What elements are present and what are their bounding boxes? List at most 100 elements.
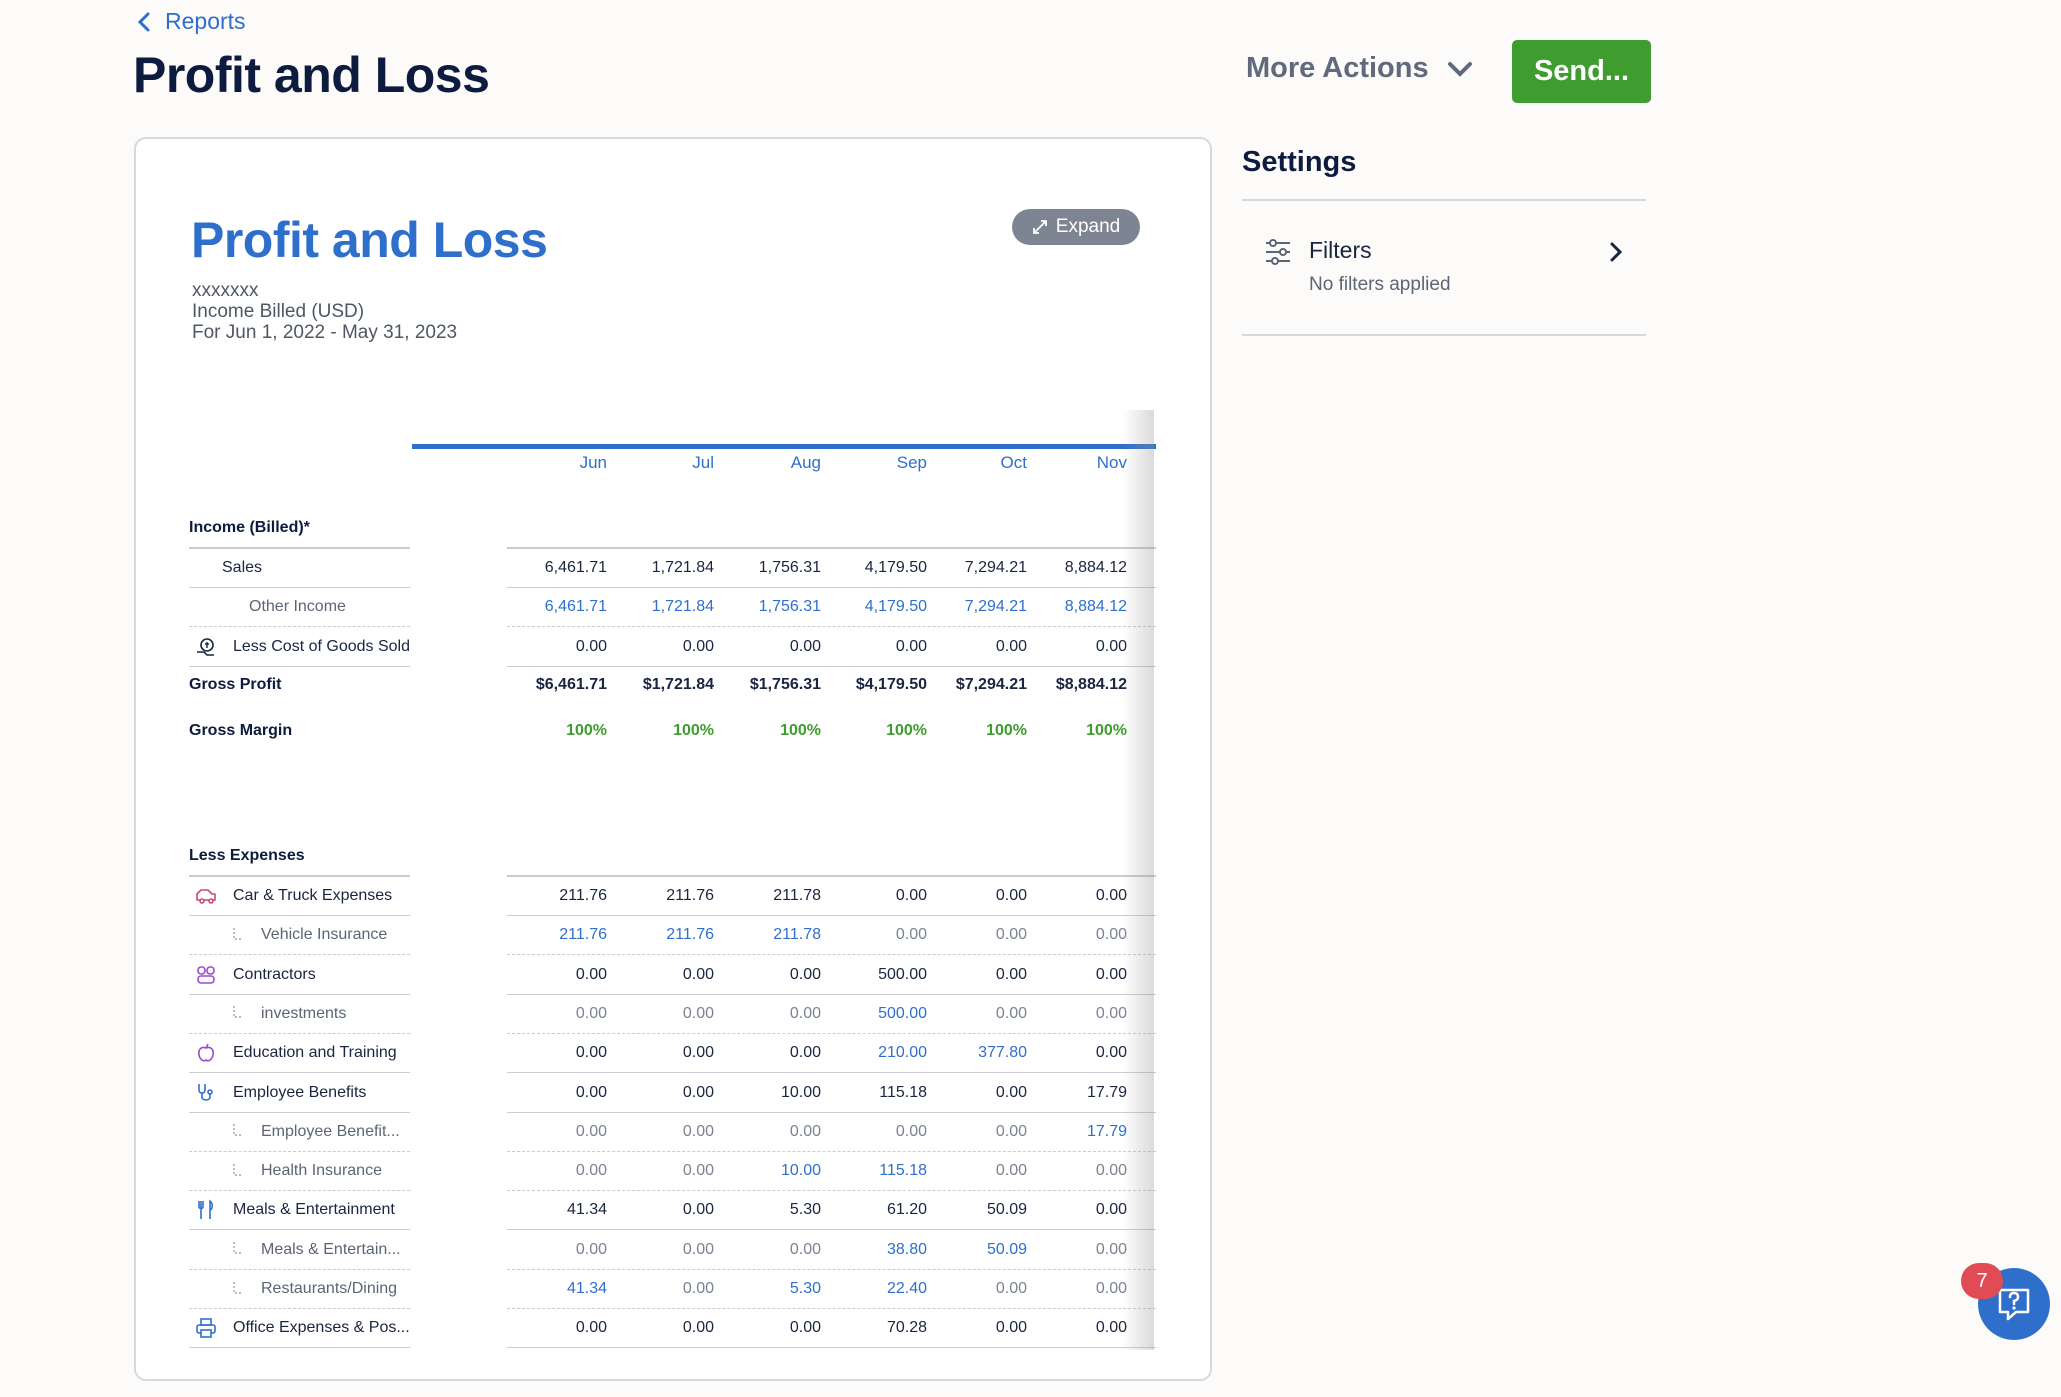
value-cell: 0.00 [575, 1122, 607, 1140]
value-cell[interactable]: 115.18 [879, 1162, 927, 1180]
indent-marker [233, 1163, 243, 1180]
report-card: Expand Profit and Loss xxxxxxx Income Bi… [134, 137, 1212, 1381]
gross-margin-row-value: 100% [673, 722, 714, 739]
value-cell: 41.34 [566, 1201, 607, 1219]
send-button[interactable]: Send... [1512, 40, 1651, 103]
value-cell[interactable]: 8,884.12 [1064, 598, 1127, 616]
row-values: 41.34 0.00 5.30 22.40 0.00 0.00 [507, 1270, 1156, 1309]
value-cell: 0.00 [682, 1122, 714, 1140]
table-subrow[interactable]: Other Income 6,461.71 1,721.84 1,756.31 4,17… [189, 588, 1156, 628]
row-values: 0.00 0.00 10.00 115.18 0.00 17.79 [507, 1074, 1156, 1113]
gross-margin-row-label: Gross Margin [189, 722, 293, 739]
apple-icon [195, 1042, 217, 1064]
value-cell: 1,721.84 [651, 559, 714, 576]
table-row[interactable]: Office Expenses & Pos... 0.00 0.00 0.00 70.2… [189, 1309, 1156, 1349]
table-subrow[interactable]: Employee Benefit... 0.00 0.00 0.00 0.00 0.00 1… [189, 1113, 1156, 1152]
value-cell: 0.00 [1095, 1201, 1127, 1219]
value-cell: 0.00 [995, 1319, 1027, 1337]
row-values: 0.00 0.00 0.00 70.28 0.00 0.00 [507, 1309, 1156, 1349]
table-subrow[interactable]: Restaurants/Dining 41.34 0.00 5.30 22.40 0.00… [189, 1270, 1156, 1309]
row-label-cell: Meals & Entertain... [189, 1231, 410, 1270]
value-cell: 0.00 [575, 1240, 607, 1258]
table-subrow[interactable]: Vehicle Insurance 211.76 211.76 211.78 0.00 0… [189, 916, 1156, 956]
value-cell: 0.00 [1095, 637, 1127, 655]
table-subrow[interactable]: investments 0.00 0.00 0.00 500.00 0.00 0.00 [189, 995, 1156, 1034]
value-cell[interactable]: 41.34 [566, 1280, 607, 1297]
value-cell: 211.76 [559, 887, 607, 904]
table-row[interactable]: Less Cost of Goods Sold 0.00 0.00 0.00 0.00 0… [189, 628, 1156, 667]
value-cell[interactable]: 1,756.31 [758, 598, 821, 616]
value-cell[interactable]: 211.76 [666, 926, 714, 944]
expand-button[interactable]: Expand [1012, 209, 1140, 245]
value-cell[interactable]: 1,721.84 [651, 598, 714, 616]
filters-label: Filters [1309, 237, 1372, 263]
more-actions-button[interactable]: More Actions [1246, 52, 1473, 85]
value-cell: 0.00 [682, 1004, 714, 1022]
gross-profit-row-value: $8,884.12 [1055, 676, 1127, 693]
value-cell: 0.00 [682, 637, 714, 655]
value-cell[interactable]: 500.00 [878, 1004, 927, 1022]
value-cell[interactable]: 6,461.71 [544, 598, 607, 616]
table-row[interactable]: Sales 6,461.71 1,721.84 1,756.31 4,179.50 7,2… [189, 549, 1156, 588]
value-cell[interactable]: 17.79 [1086, 1122, 1127, 1140]
table-row[interactable]: Contractors 0.00 0.00 0.00 500.00 0.00 0.00 [189, 956, 1156, 995]
table-subrow[interactable]: Meals & Entertain... 0.00 0.00 0.00 38.80 50.… [189, 1231, 1156, 1270]
value-cell: 70.28 [886, 1319, 927, 1337]
row-values: 211.76 211.76 211.78 0.00 0.00 0.00 [507, 916, 1156, 956]
notification-badge: 7 [1961, 1263, 2003, 1299]
value-cell: 0.00 [575, 1004, 607, 1022]
row-values: 0.00 0.00 0.00 210.00 377.80 0.00 [507, 1034, 1156, 1074]
value-cell: 0.00 [1095, 1162, 1127, 1180]
value-cell: 0.00 [995, 637, 1027, 655]
value-cell: 0.00 [789, 1044, 821, 1062]
value-cell: 0.00 [789, 1240, 821, 1258]
value-cell[interactable]: 377.80 [978, 1044, 1027, 1062]
value-cell[interactable]: 50.09 [986, 1240, 1027, 1258]
row-label-cell: Less Cost of Goods Sold [189, 628, 410, 667]
value-cell[interactable]: 210.00 [878, 1044, 927, 1062]
table-row[interactable]: Education and Training 0.00 0.00 0.00 210.00… [189, 1034, 1156, 1074]
value-cell[interactable]: 10.00 [780, 1162, 821, 1180]
value-cell: 50.09 [986, 1201, 1027, 1219]
value-cell: 0.00 [995, 1280, 1027, 1297]
back-to-reports-link[interactable]: Reports [137, 8, 246, 35]
value-cell: 0.00 [789, 965, 821, 983]
value-cell: 211.76 [666, 887, 714, 904]
expenses-section-heading: Less Expenses [189, 847, 410, 877]
gross-margin-row-value: 100% [1086, 722, 1127, 739]
value-cell[interactable]: 22.40 [886, 1280, 927, 1297]
row-label-cell: Vehicle Insurance [189, 916, 410, 956]
help-button[interactable] [1978, 1268, 2050, 1340]
value-cell[interactable]: 5.30 [789, 1280, 821, 1297]
row-label-cell: Employee Benefit... [189, 1113, 410, 1152]
row-label: Meals & Entertain... [261, 1240, 401, 1258]
indent-marker [233, 1241, 243, 1258]
table-row[interactable]: Employee Benefits 0.00 0.00 10.00 115.18 0.00… [189, 1074, 1156, 1113]
table-row[interactable]: Car & Truck Expenses 211.76 211.76 211.78 0.… [189, 877, 1156, 916]
table-subrow[interactable]: Health Insurance 0.00 0.00 10.00 115.18 0.00 0… [189, 1152, 1156, 1192]
month-header-underline [412, 444, 1156, 449]
value-cell[interactable]: 38.80 [886, 1240, 927, 1258]
report-title: Profit and Loss [191, 212, 548, 268]
value-cell[interactable]: 4,179.50 [864, 598, 927, 616]
value-cell[interactable]: 211.78 [773, 926, 821, 944]
filters-item[interactable]: Filters No filters applied [1242, 201, 1646, 334]
settings-panel: Filters No filters applied [1242, 199, 1646, 336]
chevron-left-icon [137, 12, 150, 31]
value-cell: 0.00 [995, 965, 1027, 983]
value-cell: 0.00 [682, 1083, 714, 1101]
row-values: 41.34 0.00 5.30 61.20 50.09 0.00 [507, 1191, 1156, 1231]
row-label-cell: Contractors [189, 956, 410, 995]
value-cell[interactable]: 7,294.21 [964, 598, 1027, 616]
goods-icon [195, 636, 217, 658]
row-label: Employee Benefit... [261, 1122, 400, 1140]
value-cell[interactable]: 211.76 [559, 926, 607, 944]
row-label-cell: Meals & Entertainment [189, 1191, 410, 1231]
value-cell: 8,884.12 [1064, 559, 1127, 576]
value-cell: 0.00 [789, 637, 821, 655]
value-cell: 0.00 [575, 965, 607, 983]
value-cell: 6,461.71 [544, 559, 607, 576]
value-cell: 61.20 [886, 1201, 927, 1219]
table-row[interactable]: Meals & Entertainment 41.34 0.00 5.30 61.20 5… [189, 1191, 1156, 1231]
report-meta: xxxxxxx Income Billed (USD) For Jun 1, 2… [192, 280, 457, 343]
